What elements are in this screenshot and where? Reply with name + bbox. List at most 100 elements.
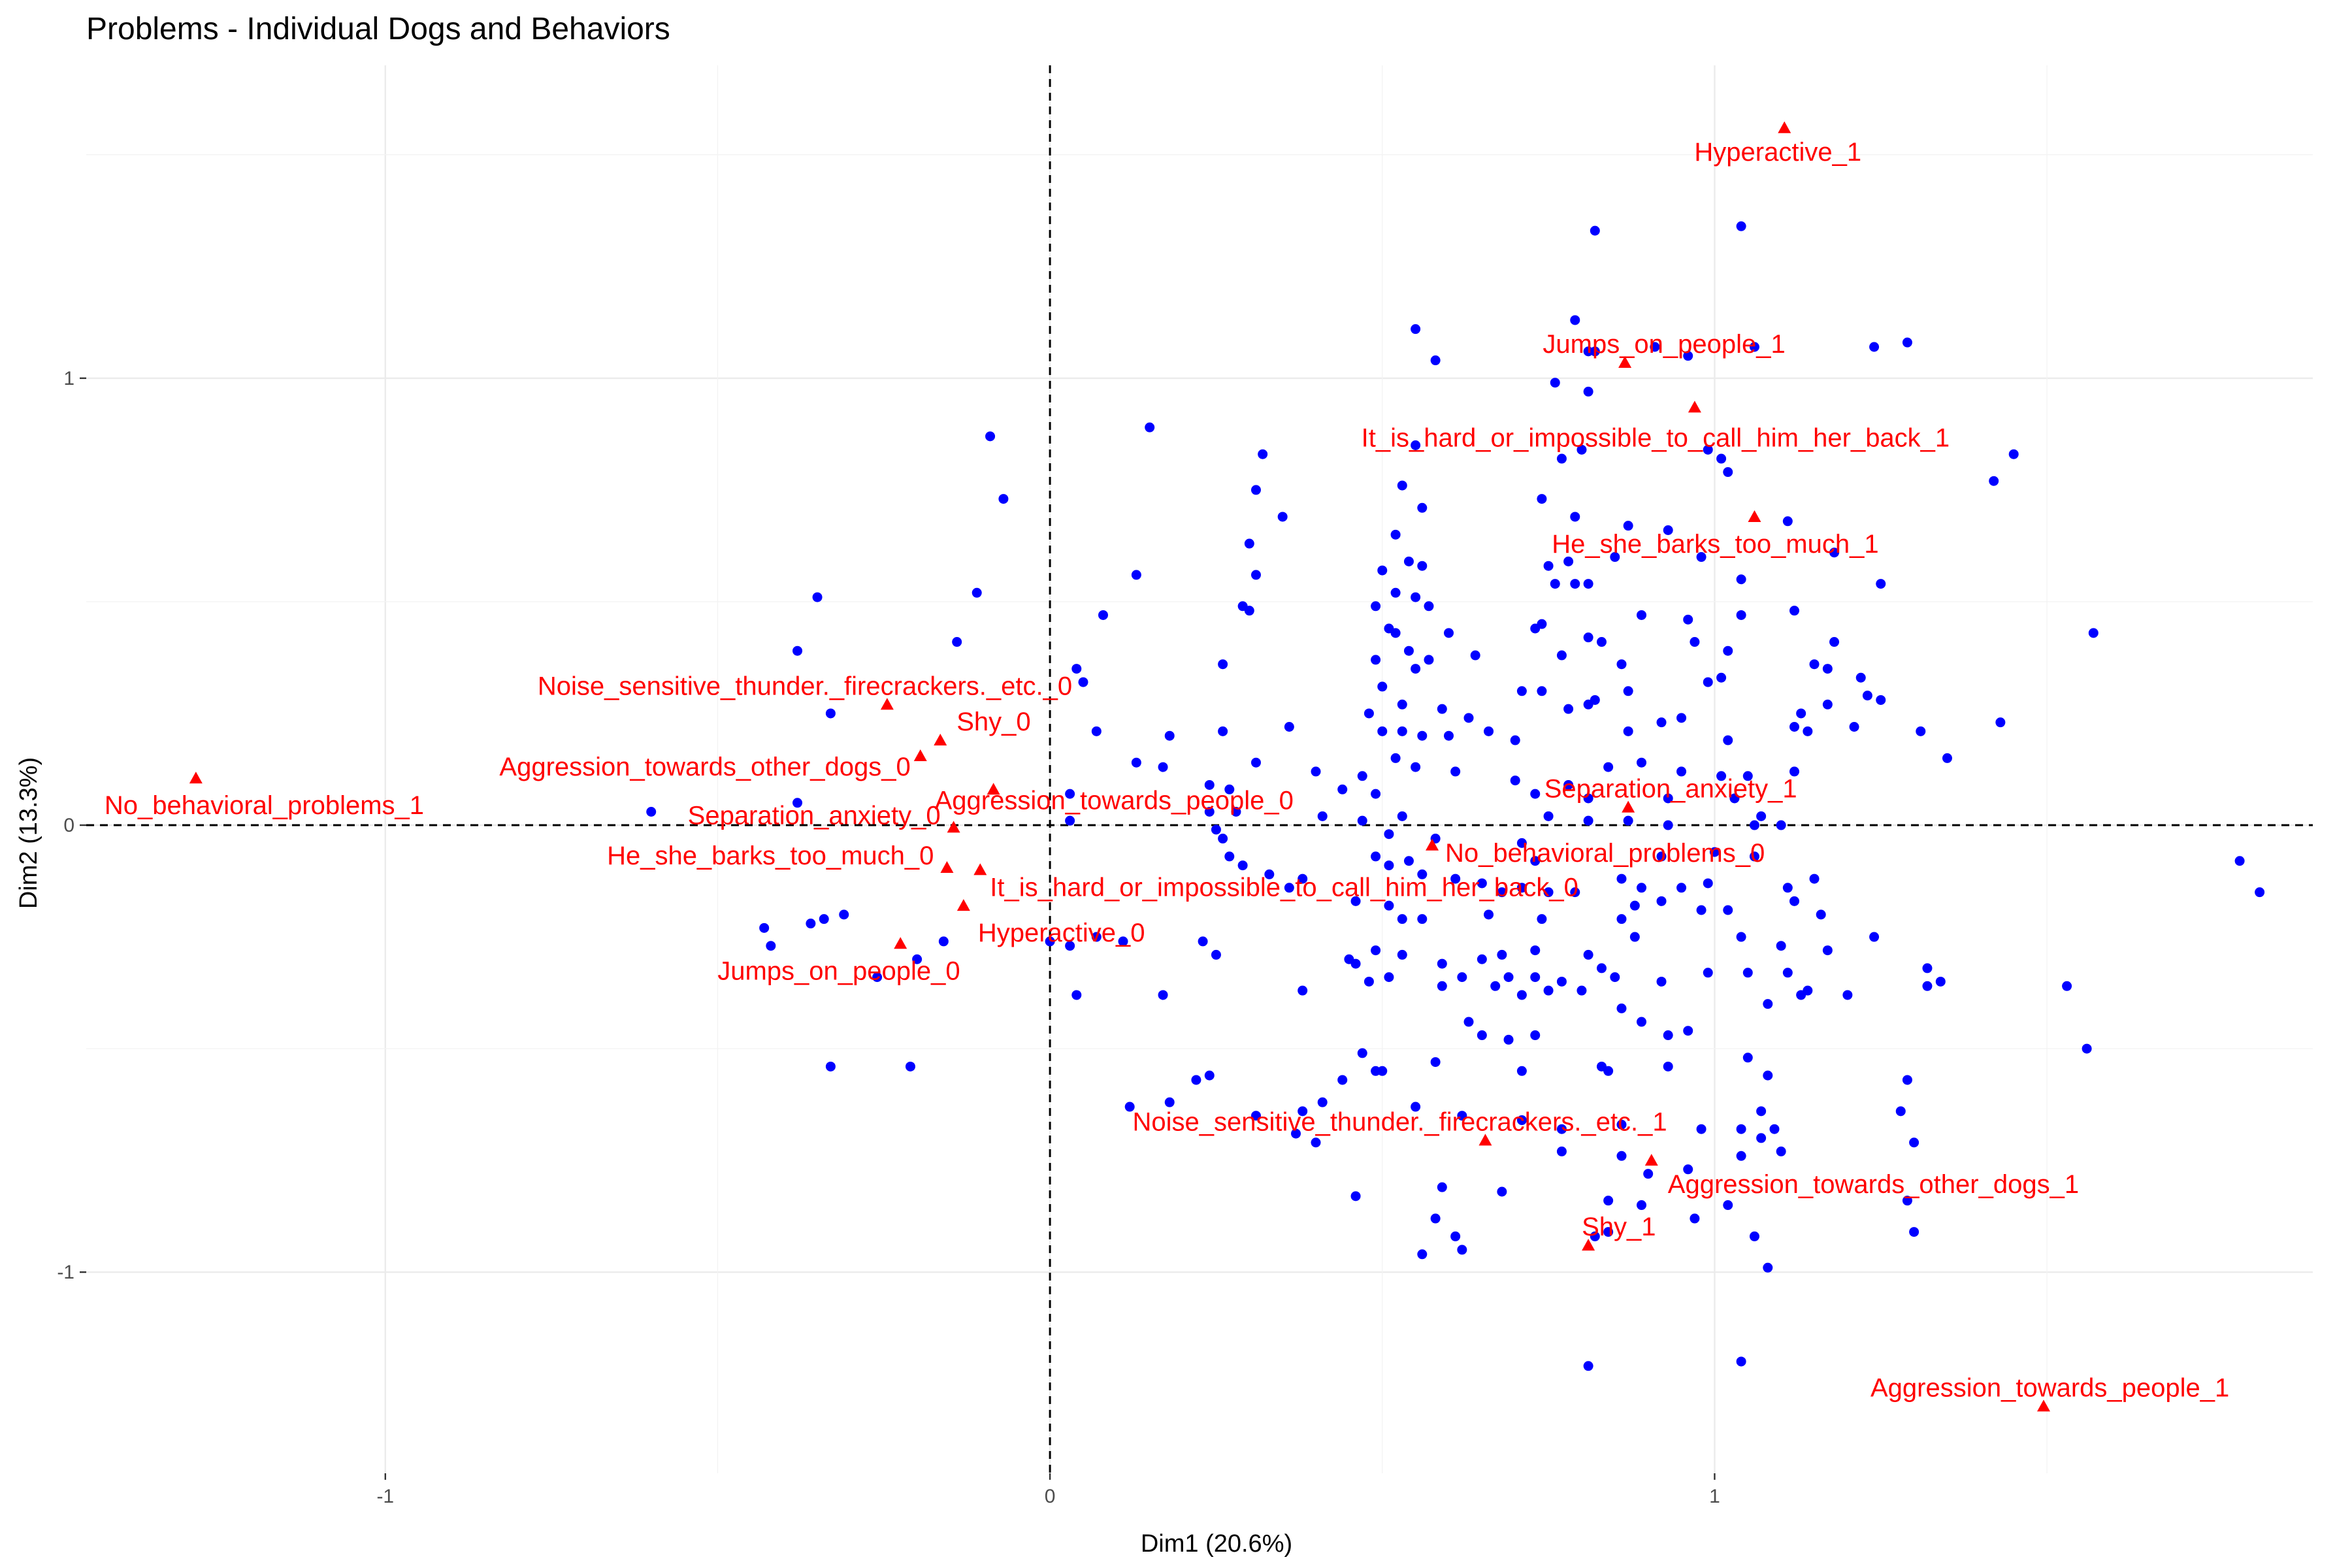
individual-point <box>1742 1053 1753 1063</box>
individual-point <box>1250 757 1261 768</box>
individual-point <box>1350 958 1361 969</box>
individual-point <box>1371 789 1381 799</box>
y-axis-ticks: -1 0 1 <box>57 368 86 1283</box>
variable-marker <box>956 899 970 911</box>
reference-lines <box>86 65 2313 1473</box>
individual-point <box>1610 552 1620 563</box>
individual-point <box>1411 440 1421 451</box>
individual-point <box>1065 941 1075 951</box>
individual-point <box>1556 1124 1567 1134</box>
individual-point <box>1570 579 1580 589</box>
individual-point <box>1683 1026 1693 1036</box>
individual-point <box>1663 793 1673 804</box>
individual-point <box>1204 779 1215 790</box>
individual-point <box>1603 1227 1614 1237</box>
individual-point <box>1563 556 1574 566</box>
individual-point <box>1164 1097 1175 1107</box>
individual-point <box>1298 1106 1308 1117</box>
individual-point <box>1530 972 1541 983</box>
individual-point <box>1683 351 1693 361</box>
individual-point <box>1437 981 1447 991</box>
individual-point <box>1656 976 1667 987</box>
individual-point <box>1676 713 1687 723</box>
individual-point <box>1397 699 1407 710</box>
individual-point <box>1623 686 1633 696</box>
individual-point <box>1231 806 1241 817</box>
individual-point <box>1809 659 1820 670</box>
individual-point <box>1816 909 1826 920</box>
variable-marker <box>1748 510 1761 522</box>
individual-point <box>1789 766 1799 777</box>
individual-point <box>1782 883 1793 893</box>
individual-point <box>1384 829 1394 840</box>
individual-point <box>1556 453 1567 464</box>
individual-point <box>1749 820 1759 830</box>
individual-point <box>1789 896 1799 906</box>
individual-point <box>1417 502 1428 513</box>
variable-marker <box>1478 1134 1492 1146</box>
chart-title: Problems - Individual Dogs and Behaviors <box>86 12 670 46</box>
individual-point <box>1098 610 1108 620</box>
x-axis-label: Dim1 (20.6%) <box>1141 1530 1292 1558</box>
individual-point <box>1603 1066 1614 1076</box>
individual-point <box>1158 990 1168 1000</box>
individual-point <box>1796 990 1806 1000</box>
individual-point <box>1703 878 1713 889</box>
individual-point <box>1264 869 1275 879</box>
variable-marker <box>987 783 1000 795</box>
individual-point <box>766 941 776 951</box>
individual-point <box>1537 686 1547 696</box>
individual-point <box>1065 789 1075 799</box>
x-axis-ticks: -1 0 1 <box>376 1473 1720 1507</box>
individual-point <box>1244 538 1254 549</box>
individual-point <box>1457 1111 1467 1121</box>
individual-point <box>1616 1004 1627 1014</box>
individual-point <box>1424 601 1434 612</box>
individual-point <box>1942 753 1952 763</box>
individual-point <box>1224 851 1235 862</box>
individual-point <box>1736 1124 1746 1134</box>
individual-point <box>1364 708 1374 719</box>
individual-point <box>1736 610 1746 620</box>
individual-point <box>1371 851 1381 862</box>
individual-point <box>1463 1017 1474 1027</box>
individual-point <box>1411 592 1421 602</box>
individual-point <box>1071 990 1082 1000</box>
individual-point <box>839 909 849 920</box>
individual-point <box>825 1061 836 1071</box>
individual-point <box>1503 972 1514 983</box>
individual-point <box>1902 1075 1912 1085</box>
individual-point <box>1556 1146 1567 1156</box>
individual-point <box>1357 1048 1367 1058</box>
individual-point <box>1696 905 1707 915</box>
individual-point <box>1616 1151 1627 1161</box>
individual-point <box>1397 811 1407 821</box>
individual-point <box>1829 637 1840 647</box>
individual-point <box>1158 762 1168 772</box>
individual-point <box>1443 730 1454 741</box>
individual-point <box>806 919 816 929</box>
variable-label: He_she_barks_too_much_0 <box>607 841 934 870</box>
individual-point <box>1390 628 1401 638</box>
individual-point <box>1430 355 1441 366</box>
individual-point <box>1590 346 1600 357</box>
individual-point <box>2062 981 2072 991</box>
individual-point <box>1756 1106 1767 1117</box>
individual-point <box>1384 860 1394 871</box>
individual-point <box>2255 887 2265 898</box>
individual-point <box>1311 766 1321 777</box>
individual-point <box>1736 1356 1746 1367</box>
individual-point <box>1198 936 1208 947</box>
variable-label: Shy_1 <box>1582 1213 1656 1241</box>
individual-point <box>1623 726 1633 736</box>
individual-point <box>1869 932 1880 942</box>
variable-marker <box>947 821 960 833</box>
individual-point <box>1377 681 1388 692</box>
individual-point <box>1842 990 1853 1000</box>
individual-point <box>1690 637 1700 647</box>
variable-marker <box>1778 121 1791 133</box>
variable-label: It_is_hard_or_impossible_to_call_him_her… <box>990 873 1578 902</box>
individual-point <box>1530 789 1541 799</box>
individual-point <box>1862 691 1872 701</box>
variable-marker <box>1582 1239 1595 1251</box>
